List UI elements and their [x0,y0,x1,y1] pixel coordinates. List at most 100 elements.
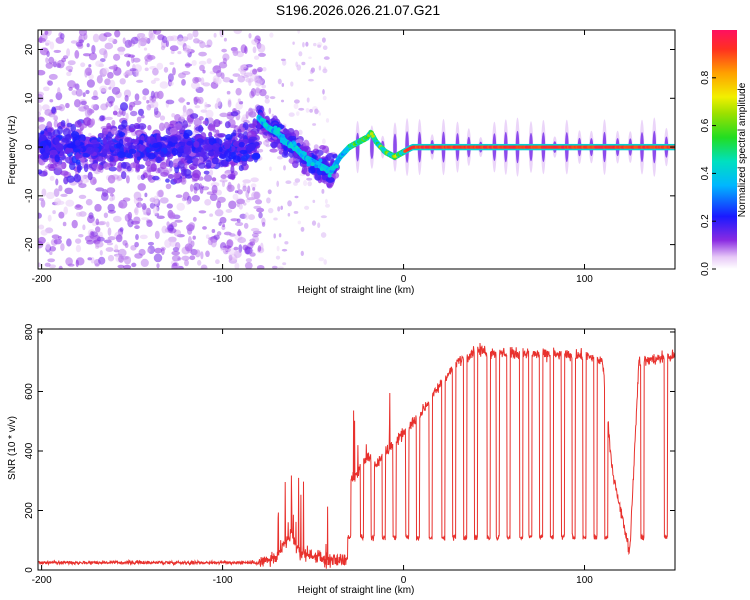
spectrogram-cell [117,248,127,257]
spectrogram-cell [245,258,252,263]
spectrogram-cell [213,119,221,128]
spectrogram-cell [181,79,186,86]
spectrogram-cell [137,183,146,191]
spectrogram-cell [209,213,214,217]
spectrogram-cell [372,137,377,141]
spectrogram-cell [69,162,76,171]
spectrogram-cell [250,227,260,232]
spectrogram-cell [207,238,214,246]
spectrogram-cell [137,174,141,181]
spectrogram-cell [313,42,317,47]
spectrogram-cell [226,90,231,95]
spectrogram-cell [109,155,114,162]
spectrogram-cell [174,219,183,223]
spectrogram-cell [203,170,210,175]
spectrogram-cell [271,265,278,269]
spectrogram-cell [253,205,262,210]
spectrogram-cell [237,75,246,83]
spectrogram-cell [42,104,50,111]
spectrogram-cell [247,185,251,194]
spectrogram-cell [169,213,176,219]
spectrogram-cell [322,68,328,74]
spectrogram-cell [90,118,96,126]
spectrogram-cell [218,153,227,160]
spectrogram-cell [201,148,207,155]
spectrogram-cell [92,33,100,43]
spectrogram-cell [301,165,308,175]
spectrogram-cell [47,80,53,86]
spectrogram-cell [224,121,231,129]
spectrogram-cell [189,113,199,119]
spectrogram-cell [245,63,253,68]
spectrogram-cell [230,218,239,222]
spectrogram-cell [45,57,49,64]
spectrogram-cell [320,215,328,219]
spectrogram-cell [137,41,141,49]
spectrogram-cell [292,141,297,146]
spectrogram-cell [99,250,103,256]
spectrogram-cell [72,148,81,153]
spectrogram-cell [136,156,142,161]
spectrogram-cell [119,227,124,232]
spectrogram-cell [305,41,309,47]
spectrogram-cell [135,79,144,83]
spectrogram-cell [222,223,226,228]
spectrogram-cell [334,164,339,169]
spectrogram-cell [152,206,159,215]
spectrogram-cell [292,41,295,45]
spectrogram-cell [102,67,110,75]
spectrogram-cell [251,38,259,46]
spectrogram-cell [58,265,63,269]
spectrogram-cell [285,180,292,185]
spectrogram-cell [83,163,89,173]
spectrogram-cell [323,259,327,265]
spectrogram-cell [288,112,295,117]
spectrogram-cell [75,88,83,97]
spectrogram-cell [281,151,290,158]
spectrogram-cell [47,127,53,132]
spectrogram-cell [265,144,271,148]
spectrogram-cell [268,107,272,115]
spectrogram-cell [147,124,152,131]
spectrogram-cell [60,243,65,252]
spectrogram-cell [126,60,131,67]
snr-x-tick-label: -100 [213,575,233,586]
spectrogram-cell [103,32,112,38]
spectrogram-cell [153,106,159,116]
spectrogram-cell [182,109,190,117]
spectrogram-cell [60,120,66,127]
spectrogram-cell [62,221,67,227]
spectrogram-cell [70,40,78,44]
spectrogram-cell [252,68,258,75]
spectrogram-cell [67,60,76,66]
spectrogram-cell [171,266,180,269]
spectrogram-cell [211,143,221,151]
spectrogram-cell [308,159,313,163]
spectrogram-cell [107,236,116,241]
spectrogram-cell [251,153,261,160]
spectrogram-cell [232,73,241,77]
spectrogram-cell [250,183,257,189]
spectrogram-cell [287,212,291,217]
spectrogram-cell [198,116,204,121]
colorbar-gradient [712,30,737,269]
spectrogram-cell [121,109,126,117]
spectrogram-cell [107,254,115,262]
spectrogram-cell [119,78,126,85]
spectrogram-cell [65,102,70,109]
spectrogram-cell [167,141,173,147]
spectrogram-cell [88,212,94,219]
spectrogram-cell [104,78,111,86]
spectrogram-cell [220,174,227,180]
spectrogram-cell [317,44,322,48]
spectrogram-cell [65,65,74,72]
spectrogram-cell [314,164,319,169]
spectrogram-cell [66,71,72,77]
spectrogram-y-tick-label: -10 [24,188,35,203]
spectrogram-cell [177,72,187,79]
spectrogram-cell [74,50,80,59]
spectrogram-cell [167,73,174,82]
